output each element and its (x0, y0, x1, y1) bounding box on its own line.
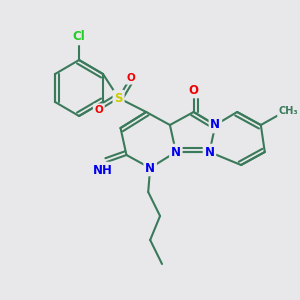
Text: O: O (94, 105, 103, 115)
Text: Cl: Cl (73, 31, 85, 44)
Text: NH: NH (93, 164, 113, 176)
Text: N: N (210, 118, 220, 131)
Text: O: O (189, 83, 199, 97)
Text: N: N (171, 146, 181, 158)
Text: N: N (145, 161, 155, 175)
Text: N: N (204, 146, 214, 158)
Text: O: O (126, 73, 135, 83)
Text: CH₃: CH₃ (279, 106, 298, 116)
Text: S: S (114, 92, 123, 104)
